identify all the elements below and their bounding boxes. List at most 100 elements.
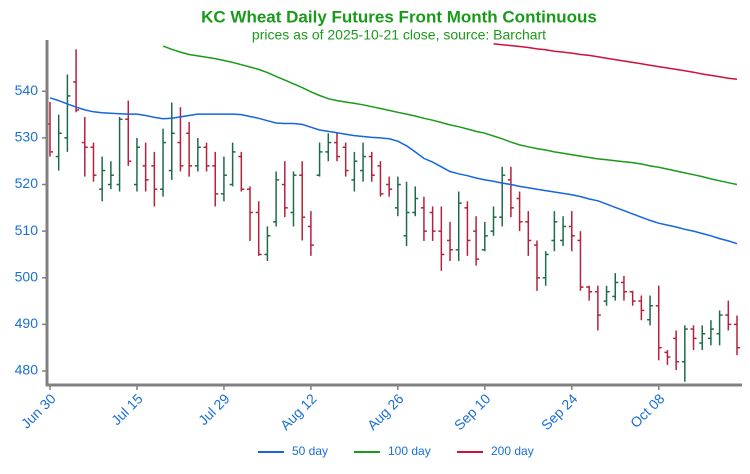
ohlc-bar <box>664 350 671 365</box>
ohlc-bar <box>342 142 349 177</box>
x-tick-label: Jul 15 <box>108 390 146 428</box>
ohlc-bar <box>690 325 697 351</box>
ohlc-bar <box>351 151 358 192</box>
x-tick-label: Oct 08 <box>627 390 668 431</box>
ohlc-bar <box>316 142 323 177</box>
ohlc-bar <box>594 285 601 331</box>
ohlc-bar <box>560 216 567 247</box>
y-tick-label: 530 <box>15 129 39 145</box>
ohlc-bar <box>481 221 488 252</box>
plot-area <box>47 42 740 382</box>
ohlc-bar <box>220 156 227 202</box>
ohlc-bar <box>203 142 210 172</box>
ohlc-bar <box>455 191 462 261</box>
ohlc-bar <box>542 251 549 286</box>
ohlc-bar <box>447 221 454 261</box>
ohlc-bar <box>73 49 80 113</box>
ohlc-bar <box>673 330 680 371</box>
ohlc-bar <box>516 191 523 232</box>
ohlc-bar <box>212 151 219 207</box>
ohlc-bar <box>681 325 688 382</box>
chart-title: KC Wheat Daily Futures Front Month Conti… <box>201 7 597 26</box>
ohlc-bar <box>229 142 236 187</box>
moving-average-line <box>49 97 738 245</box>
ohlc-bar <box>420 196 427 241</box>
ohlc-bar <box>177 107 184 172</box>
ohlc-bar <box>238 151 245 192</box>
ohlc-bar <box>629 290 636 306</box>
ohlc-bar <box>290 171 297 227</box>
y-tick-label: 520 <box>15 175 39 191</box>
moving-average-line <box>162 45 738 186</box>
ohlc-bar <box>586 285 593 301</box>
ohlc-bar <box>699 325 706 351</box>
y-tick-label: 540 <box>15 82 39 98</box>
ohlc-bar <box>473 216 480 266</box>
ohlc-bar <box>568 211 575 252</box>
ohlc-bar <box>551 211 558 252</box>
ohlc-bar <box>333 133 340 162</box>
x-tick-label: Jul 29 <box>195 390 233 428</box>
ohlc-bar <box>133 137 140 192</box>
y-tick-label: 490 <box>15 315 39 331</box>
ohlc-bar <box>151 151 158 207</box>
ohlc-bar <box>99 156 106 202</box>
ohlc-bar <box>464 201 471 256</box>
ohlc-bar <box>655 285 662 361</box>
ohlc-bar <box>307 211 314 256</box>
ohlc-bar <box>325 133 332 162</box>
ohlc-bar <box>281 161 288 218</box>
ohlc-bar <box>716 310 723 346</box>
ohlc-bar <box>368 151 375 182</box>
ohlc-bar <box>194 137 201 172</box>
ohlc-bar <box>577 231 584 291</box>
ohlc-bar <box>438 206 445 271</box>
ohlc-bar <box>160 128 167 197</box>
ohlc-bar <box>273 171 280 227</box>
ohlc-bar <box>429 206 436 241</box>
ohlc-bar <box>403 181 410 247</box>
ohlc-bar <box>55 114 62 171</box>
ohlc-bar <box>620 275 627 301</box>
ohlc-bar <box>499 166 506 227</box>
x-tick-label: Sep 24 <box>538 390 581 433</box>
ohlc-bar <box>168 102 175 180</box>
ohlc-bar <box>186 122 193 177</box>
ohlc-bar <box>377 161 384 197</box>
ohlc-bar <box>533 240 540 291</box>
ohlc-bar <box>360 142 367 182</box>
ohlc-bar <box>525 211 532 256</box>
ohlc-bar <box>725 300 732 331</box>
y-tick-label: 510 <box>15 222 39 238</box>
ohlc-bar <box>603 285 610 306</box>
ohlc-bar <box>247 186 254 241</box>
ohlc-bar <box>116 116 123 192</box>
ohlc-bar <box>264 226 271 261</box>
ohlc-bar <box>707 320 714 346</box>
ohlc-bar <box>612 273 619 301</box>
ohlc-bar <box>507 166 514 218</box>
ohlc-bar <box>638 295 645 321</box>
ohlc-bar <box>255 201 262 256</box>
legend-label: 200 day <box>491 444 534 458</box>
ohlc-bar <box>64 74 71 152</box>
ohlc-bar <box>81 116 88 177</box>
chart-subtitle: prices as of 2025-10-21 close, source: B… <box>252 27 546 43</box>
ohlc-bar <box>734 315 740 356</box>
ohlc-bar <box>125 100 132 166</box>
y-tick-label: 480 <box>15 362 39 378</box>
ohlc-bar <box>90 142 97 182</box>
ohlc-bar <box>107 161 114 190</box>
ohlc-bar <box>490 206 497 236</box>
x-tick-label: Aug 12 <box>277 390 320 433</box>
y-tick-label: 500 <box>15 268 39 284</box>
ohlc-bar <box>412 186 419 217</box>
ohlc-bar <box>386 176 393 197</box>
moving-average-line <box>493 42 738 80</box>
ohlc-bar <box>394 176 401 217</box>
x-tick-label: Sep 10 <box>451 390 494 433</box>
legend-label: 100 day <box>388 444 431 458</box>
ohlc-bar <box>647 295 654 326</box>
ohlc-bar <box>299 161 306 241</box>
